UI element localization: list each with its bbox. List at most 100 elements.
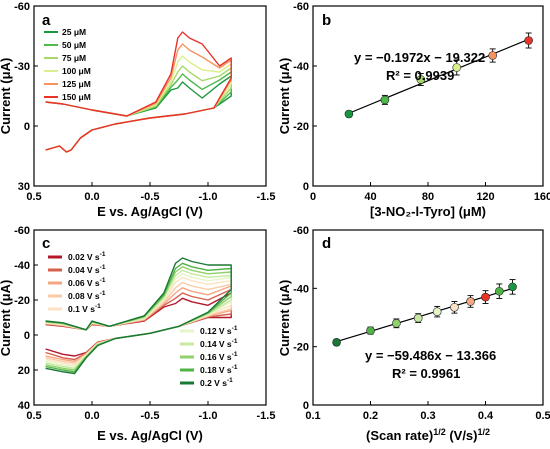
y-tick-label: -60 xyxy=(293,1,309,13)
panel-a-letter: a xyxy=(42,12,51,29)
legend-label-sup: -1 xyxy=(100,264,106,271)
legend-label: 0.18 V s-1 xyxy=(200,364,238,375)
panel-b-equation: y = −0.1972x − 19.322 xyxy=(354,50,485,65)
x-tick-label: -1.0 xyxy=(199,191,218,203)
data-point xyxy=(450,302,459,312)
legend-label-main: 0.04 V s xyxy=(68,265,100,275)
y-tick-label: -60 xyxy=(14,1,30,13)
x-tick-label: 0.4 xyxy=(478,410,494,422)
x-tick-label: 0.5 xyxy=(26,410,41,422)
panel-a-xlabel: E vs. Ag/AgCl (V) xyxy=(97,204,203,219)
y-tick-label: 0 xyxy=(24,330,30,342)
legend-label: 0.02 V s-1 xyxy=(68,251,106,262)
legend-label-sup: -1 xyxy=(232,364,238,371)
y-tick-label: -60 xyxy=(14,225,30,237)
x-tick-label: -0.5 xyxy=(141,410,160,422)
legend-label-main: 0.14 V s xyxy=(200,339,232,349)
x-tick-label: 0.5 xyxy=(26,191,41,203)
x-tick-label: 0.0 xyxy=(84,410,99,422)
legend-label-main: 0.18 V s xyxy=(200,365,232,375)
panel-b-xlabel: [3-NO₂-l-Tyro] (μM) xyxy=(370,204,486,219)
y-tick-label: -40 xyxy=(293,61,309,73)
panel-d-letter: d xyxy=(322,235,331,252)
panel-d-xlabel-mid: (V/s) xyxy=(446,428,478,443)
data-point xyxy=(366,326,375,335)
data-point xyxy=(524,36,533,45)
y-tick-label: -40 xyxy=(293,283,309,295)
y-tick-label: -40 xyxy=(14,260,30,272)
legend-label: 0.06 V s-1 xyxy=(68,277,106,288)
legend-label-sup: -1 xyxy=(100,251,106,258)
data-point xyxy=(344,109,354,119)
legend-label-main: 0.16 V s xyxy=(200,352,232,362)
data-point xyxy=(432,307,442,316)
data-point xyxy=(494,286,504,296)
panel-b-letter: b xyxy=(322,12,331,29)
legend-label: 0.2 V s-1 xyxy=(200,377,233,388)
panel-d-r-squared: R² = 0.9961 xyxy=(392,366,460,381)
panel-d-scanrate-fit: 0.1 0.2 0.3 0.4 0.5 -60 -40 -20 0 d y = −59.486x… xyxy=(277,225,550,443)
legend-label: 50 μM xyxy=(62,40,86,50)
legend-label-main: 0.2 V s xyxy=(200,378,227,388)
panel-a-curves xyxy=(45,31,232,153)
panel-d-xlabel: (Scan rate)1/2 (V/s)1/2 xyxy=(366,427,490,443)
x-tick-label: 0.5 xyxy=(535,410,550,422)
x-tick-label: 0 xyxy=(310,191,316,203)
legend-label: 75 μM xyxy=(62,53,86,63)
legend-label-sup: -1 xyxy=(95,303,101,310)
data-point xyxy=(508,282,517,292)
legend-label: 0.16 V s-1 xyxy=(200,351,238,362)
fit-line xyxy=(348,38,529,114)
legend-label: 0.12 V s-1 xyxy=(200,325,238,336)
legend-label-main: 0.1 V s xyxy=(68,304,95,314)
x-tick-label: 0.1 xyxy=(305,410,320,422)
legend-label: 150 μM xyxy=(62,92,91,102)
panel-b-ylabel: Current (μA) xyxy=(277,58,292,135)
panel-c-curves xyxy=(45,257,232,375)
panel-d-xlabel-main: (Scan rate) xyxy=(366,428,433,443)
legend-label-main: 0.12 V s xyxy=(200,326,232,336)
y-tick-label: 30 xyxy=(18,181,30,193)
legend-label: 100 μM xyxy=(62,66,91,76)
panel-d-xlabel-sup2: 1/2 xyxy=(478,427,491,437)
legend-label-sup: -1 xyxy=(100,290,106,297)
legend-label: 0.1 V s-1 xyxy=(68,303,101,314)
y-tick-label: -30 xyxy=(14,61,30,73)
panel-b-ticks: 0 40 80 120 160 -60 -40 -20 0 xyxy=(293,1,550,203)
legend-label-main: 0.06 V s xyxy=(68,278,100,288)
y-tick-label: 0 xyxy=(24,121,30,133)
y-tick-label: -20 xyxy=(293,121,309,133)
data-point xyxy=(380,95,390,105)
data-point xyxy=(481,292,490,302)
x-tick-label: -1.0 xyxy=(199,410,218,422)
y-tick-label: -20 xyxy=(293,342,309,354)
legend-label: 0.04 V s-1 xyxy=(68,264,106,275)
legend-label-sup: -1 xyxy=(100,277,106,284)
x-tick-label: 0.0 xyxy=(84,191,99,203)
data-point xyxy=(392,319,401,328)
panel-a-ylabel: Current (μA) xyxy=(0,58,13,135)
panel-d-xlabel-sup: 1/2 xyxy=(433,427,446,437)
panel-b-calibration: 0 40 80 120 160 -60 -40 -20 0 b y = −0.1972x − 1… xyxy=(277,1,550,219)
legend-label-sup: -1 xyxy=(227,377,233,384)
panel-c-letter: c xyxy=(42,235,50,252)
x-tick-label: 0.3 xyxy=(420,410,435,422)
x-tick-label: 80 xyxy=(422,191,434,203)
y-tick-label: 20 xyxy=(18,365,30,377)
y-tick-label: 0 xyxy=(303,181,309,193)
panel-b-r-squared: R² = 0.9939 xyxy=(386,68,454,83)
panel-b-frame xyxy=(312,5,544,187)
y-tick-label: -20 xyxy=(14,295,30,307)
data-point xyxy=(488,51,497,60)
panel-c-ticks: 0.5 0.0 -0.5 -1.0 -1.5 -60 -40 -20 0 20 40 xyxy=(14,225,275,422)
data-point xyxy=(413,313,423,323)
panel-a-legend: 25 μM 50 μM 75 μM 100 μM 125 μM 150 μM xyxy=(44,27,91,102)
panel-c-ylabel: Current (μA) xyxy=(0,280,13,357)
panel-b-fit-line xyxy=(348,38,529,114)
data-point xyxy=(452,63,462,72)
x-tick-label: 160 xyxy=(534,191,550,203)
x-tick-label: -1.5 xyxy=(257,191,276,203)
panel-a-cv-concentration: 0.5 0.0 -0.5 -1.0 -1.5 -60 -30 0 30 a 25 μM 50 μM… xyxy=(0,1,275,219)
panel-a-ticks: 0.5 0.0 -0.5 -1.0 -1.5 -60 -30 0 30 xyxy=(14,1,275,203)
data-point xyxy=(332,337,341,347)
